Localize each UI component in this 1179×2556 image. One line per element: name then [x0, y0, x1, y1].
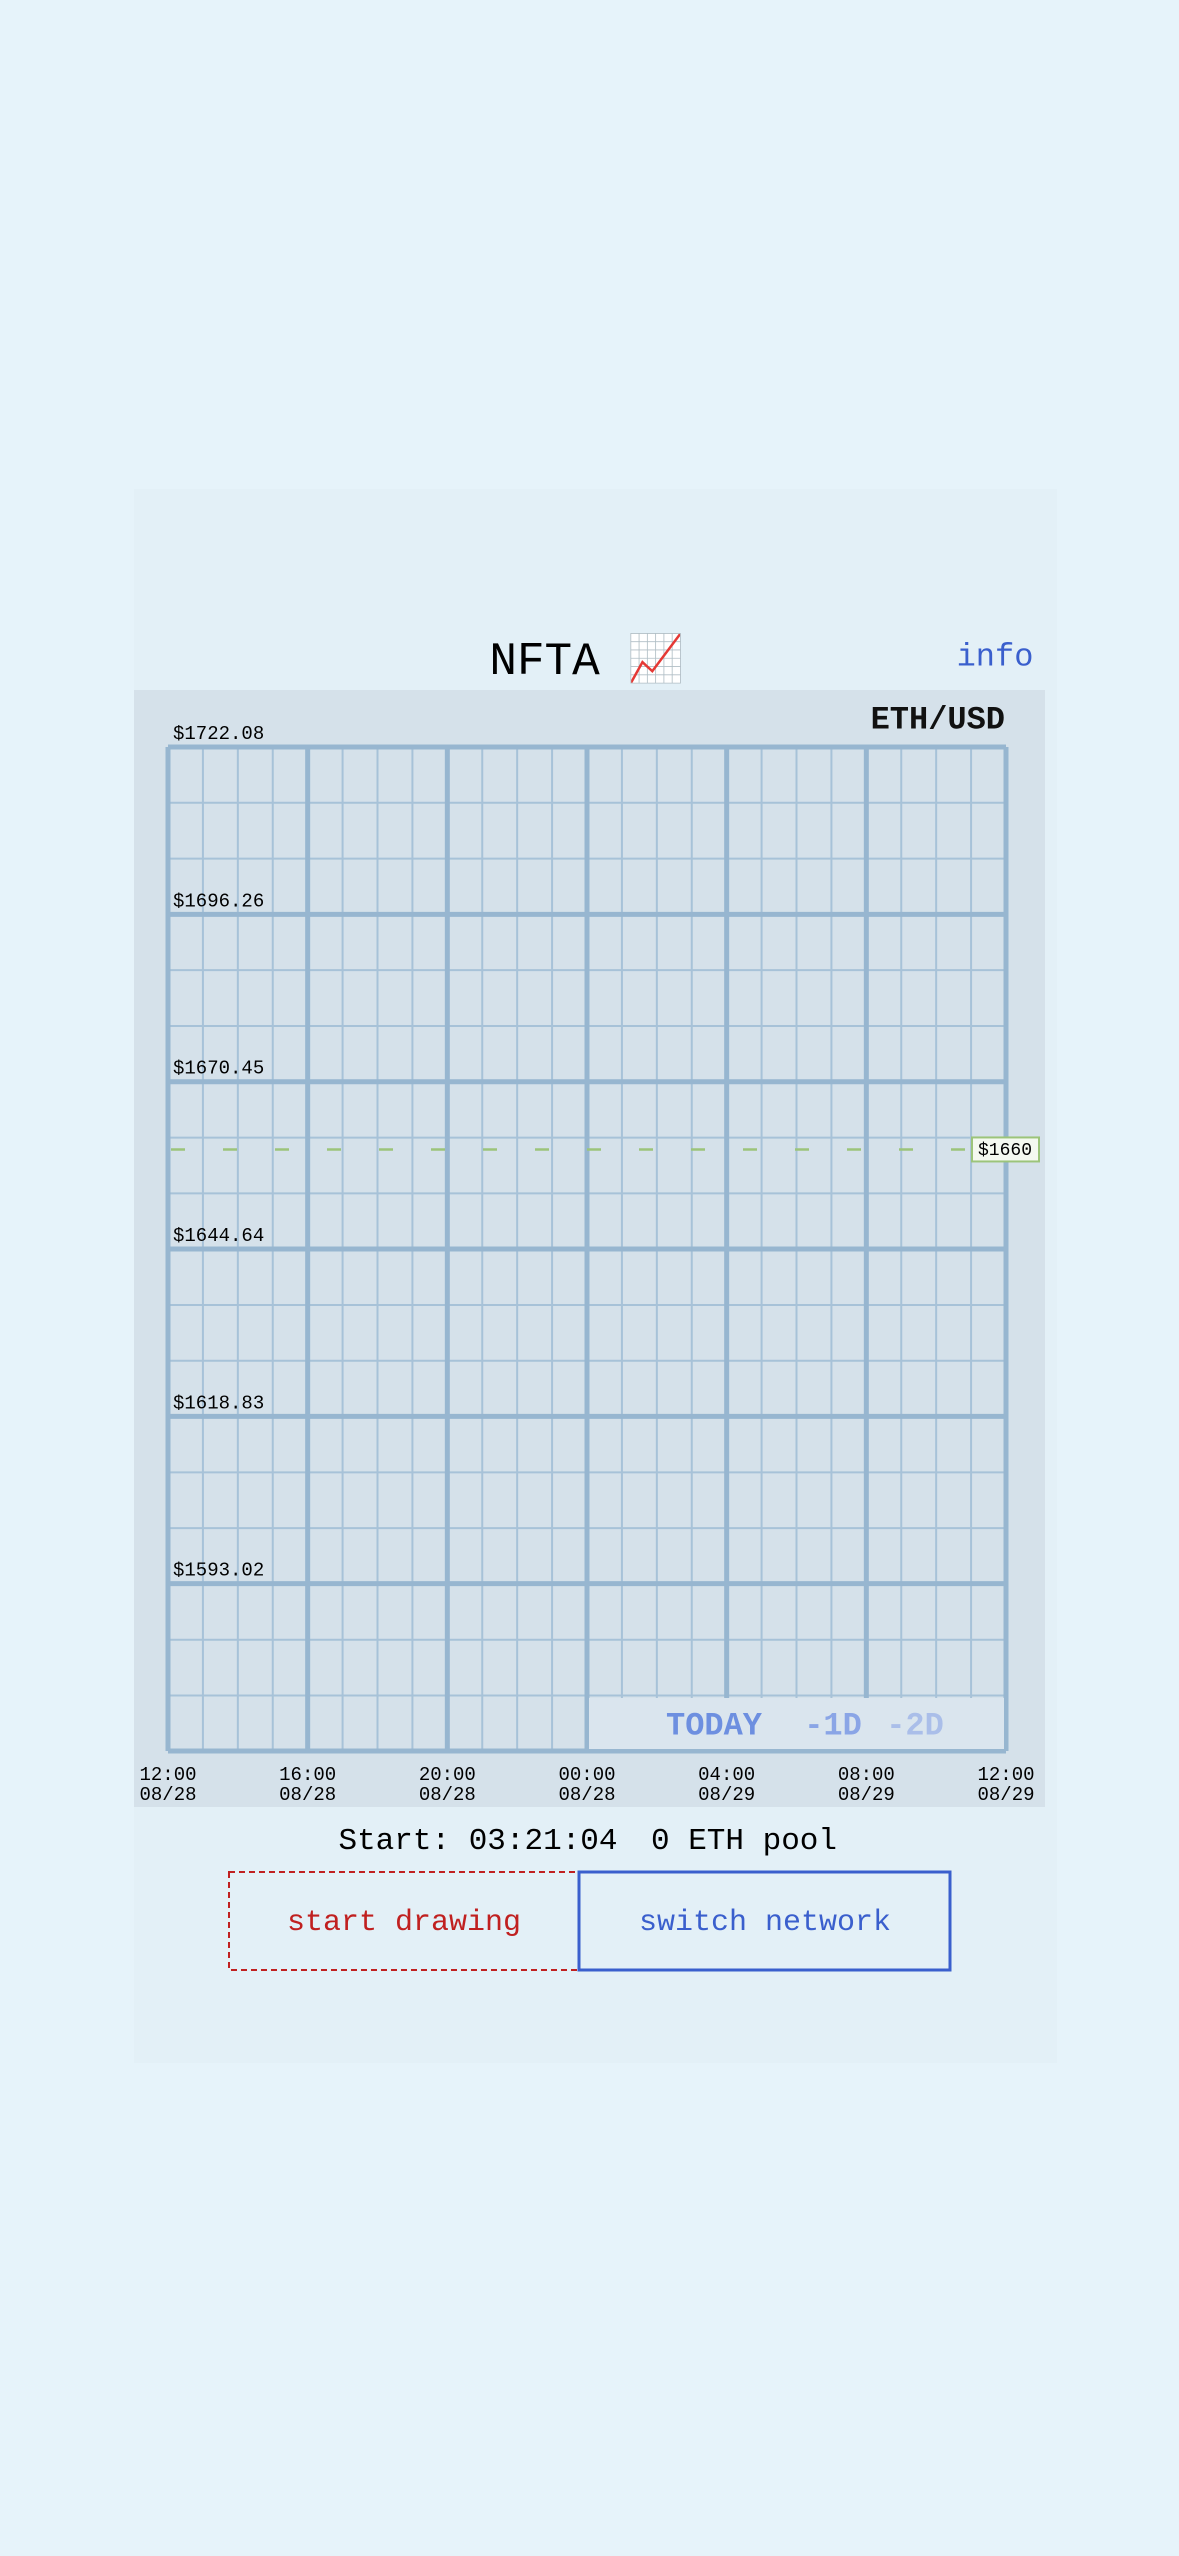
- x-tick-date: 08/28: [139, 1784, 196, 1806]
- x-tick-date: 08/29: [698, 1784, 755, 1806]
- start-button-label[interactable]: start drawing: [287, 1906, 521, 1940]
- x-tick-time: 04:00: [698, 1764, 755, 1786]
- x-tick-time: 12:00: [139, 1764, 196, 1786]
- range-box: [589, 1698, 1004, 1749]
- x-tick-time: 16:00: [279, 1764, 336, 1786]
- x-tick-date: 08/29: [977, 1784, 1034, 1806]
- x-tick-date: 08/28: [558, 1784, 615, 1806]
- range-option[interactable]: -1D: [804, 1707, 862, 1744]
- start-time: Start: 03:21:04: [338, 1824, 617, 1859]
- pool: 0 ETH pool: [651, 1824, 837, 1859]
- overlay: $1722.08 $1696.26 $1670.45 $1644.64 $1618.83…: [139, 723, 1040, 1806]
- x-tick-date: 08/29: [838, 1784, 895, 1806]
- x-tick-time: 00:00: [558, 1764, 615, 1786]
- x-tick-date: 08/28: [419, 1784, 476, 1806]
- x-tick-time: 08:00: [838, 1764, 895, 1786]
- app-title: NFTA 📈: [489, 632, 684, 688]
- price-tag: $1660: [978, 1141, 1032, 1161]
- y-tick-label: $1618.83: [173, 1392, 264, 1414]
- range-option[interactable]: -2D: [886, 1707, 944, 1744]
- grid: [165, 744, 1009, 1754]
- y-tick-label: $1722.08: [173, 723, 264, 745]
- x-tick-time: 12:00: [977, 1764, 1034, 1786]
- start-button[interactable]: [228, 1871, 580, 1971]
- x-tick-time: 20:00: [419, 1764, 476, 1786]
- y-tick-label: $1696.26: [173, 890, 264, 912]
- x-tick-date: 08/28: [279, 1784, 336, 1806]
- info-link[interactable]: info: [957, 638, 1034, 675]
- price-tag-box: [971, 1136, 1040, 1163]
- network-button[interactable]: [577, 1870, 952, 1972]
- pair-label: ETH/USD: [871, 701, 1005, 738]
- y-tick-label: $1670.45: [173, 1058, 264, 1080]
- y-tick-label: $1644.64: [173, 1225, 264, 1247]
- range-option[interactable]: TODAY: [666, 1707, 763, 1744]
- y-tick-label: $1593.02: [173, 1560, 264, 1582]
- network-button-label[interactable]: switch network: [639, 1906, 891, 1940]
